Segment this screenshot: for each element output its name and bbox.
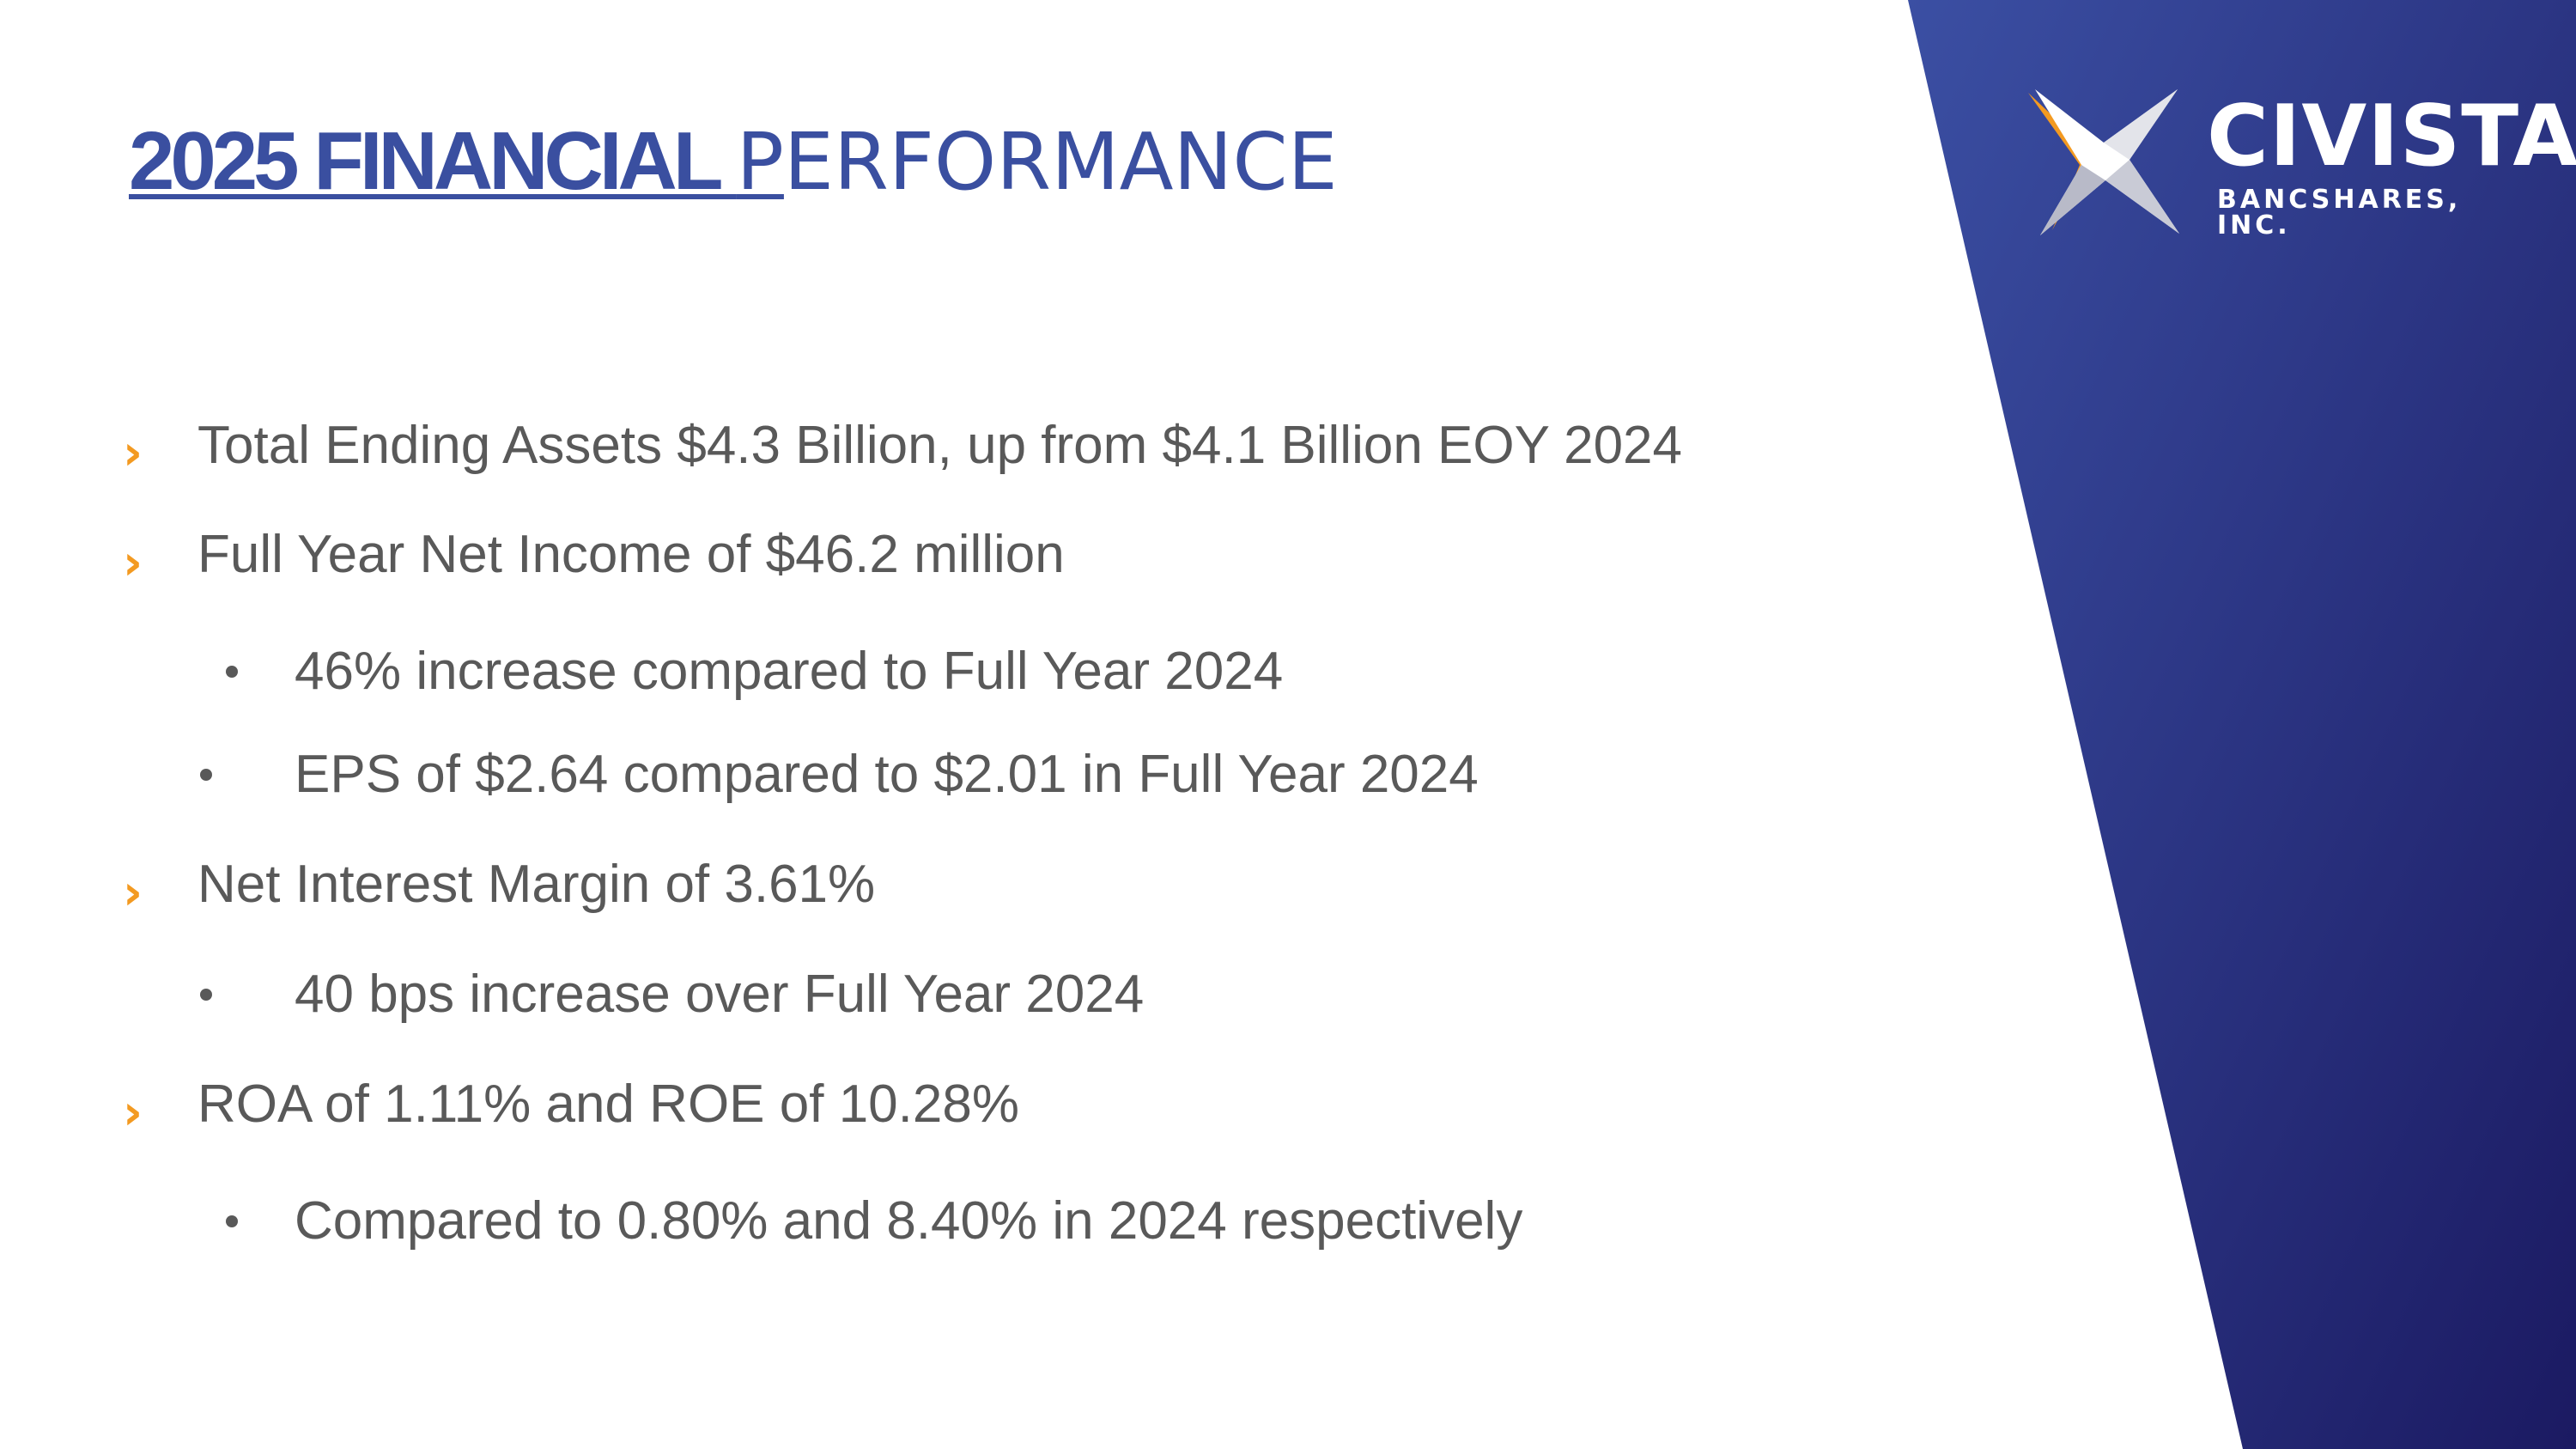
chevron-right-icon: › (123, 425, 143, 481)
chevron-right-icon: › (123, 535, 143, 591)
logo-subtitle: BANCSHARES, INC. (2217, 185, 2462, 240)
title-rest: ERFORMANCE (783, 116, 1338, 208)
civista-star-icon (2028, 89, 2179, 235)
list-item: Full Year Net Income of $46.2 million (197, 525, 1065, 584)
list-item: ROA of 1.11% and ROE of 10.28% (197, 1075, 1019, 1134)
list-item: EPS of $2.64 compared to $2.01 in Full Y… (295, 745, 1479, 804)
page-title: 2025 FINANCIAL PERFORMANCE (129, 120, 1338, 203)
bullet-dot-icon (226, 1215, 238, 1227)
bullet-dot-icon (200, 769, 212, 781)
title-first-letter: P (736, 116, 784, 208)
logo-wordmark: CIVISTA (2207, 88, 2576, 186)
list-item: Total Ending Assets $4.3 Billion, up fro… (197, 416, 1683, 475)
list-item: Net Interest Margin of 3.61% (197, 855, 876, 914)
list-item: 40 bps increase over Full Year 2024 (295, 965, 1145, 1024)
list-item: Compared to 0.80% and 8.40% in 2024 resp… (295, 1191, 1523, 1251)
title-light: PERFORMANCE (736, 116, 1337, 208)
bullet-dot-icon (226, 666, 238, 678)
title-bold: 2025 FINANCIAL (129, 115, 737, 207)
chevron-right-icon: › (123, 865, 143, 921)
list-item: 46% increase compared to Full Year 2024 (295, 642, 1284, 701)
bullet-dot-icon (200, 989, 212, 1001)
civista-logo: CIVISTA BANCSHARES, INC. (2026, 86, 2576, 240)
chevron-right-icon: › (123, 1085, 143, 1141)
